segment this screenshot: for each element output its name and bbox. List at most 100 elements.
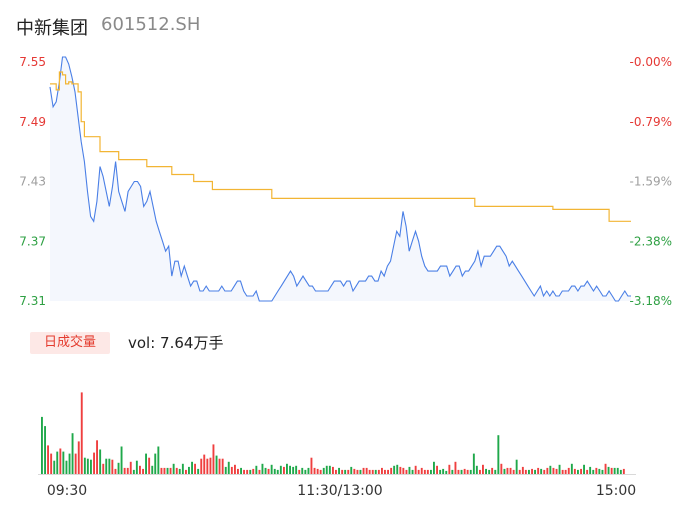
volume-bar [546, 467, 549, 474]
volume-bar [335, 469, 337, 474]
volume-bar [301, 467, 304, 474]
volume-bar [255, 465, 258, 474]
volume-bar [227, 461, 230, 474]
volume-bar [56, 451, 59, 474]
volume-bar [613, 467, 616, 474]
volume-bar [445, 470, 448, 474]
volume-bar [564, 469, 567, 474]
volume-bar [469, 469, 472, 474]
volume-bar [172, 463, 175, 474]
volume-bar [240, 467, 242, 474]
volume-bar [102, 463, 105, 474]
volume-bar [518, 469, 521, 474]
volume-bar [457, 469, 460, 474]
volume-bar [436, 465, 438, 474]
volume-bar [622, 468, 625, 474]
pct-tick-label: -3.18% [630, 294, 672, 308]
y-tick-label: 7.37 [19, 234, 46, 248]
volume-bar [221, 458, 224, 474]
pct-tick-label: -2.38% [630, 234, 672, 248]
volume-bar [595, 467, 598, 474]
volume-bar [292, 466, 295, 474]
volume-bar [365, 467, 368, 474]
volume-bar [230, 466, 233, 474]
volume-bar [264, 467, 267, 474]
volume-bar [166, 467, 169, 474]
volume-bar [181, 463, 184, 474]
volume-bar [362, 467, 365, 474]
volume-bar [246, 469, 249, 474]
volume-bar [549, 465, 552, 474]
y-tick-label: 7.55 [19, 55, 46, 69]
stock-code: 601512.SH [101, 14, 201, 35]
volume-bar [601, 469, 604, 474]
volume-bar [537, 467, 540, 474]
volume-bar [573, 468, 576, 474]
volume-bar [328, 465, 331, 474]
y-tick-label: 7.31 [19, 294, 46, 308]
volume-bar [80, 392, 83, 474]
volume-bar [249, 469, 252, 474]
volume-bar [463, 468, 466, 474]
volume-bar [154, 453, 157, 474]
volume-bar [237, 468, 239, 474]
volume-bar [267, 468, 270, 474]
volume-bar [178, 468, 181, 474]
y-tick-label: 7.43 [19, 175, 46, 189]
volume-bar [393, 465, 396, 474]
volume-bar [610, 467, 613, 474]
volume-bar [120, 446, 123, 474]
volume-bar [454, 461, 457, 474]
volume-bar [377, 469, 380, 474]
volume-bar [200, 458, 203, 474]
volume-bar [405, 469, 408, 474]
volume-bar [65, 460, 68, 474]
volume-bar [175, 467, 178, 474]
volume-bar [371, 469, 374, 474]
volume-bar [408, 466, 411, 474]
volume-bar [500, 463, 503, 474]
volume-bar [283, 466, 285, 474]
volume-bar [387, 469, 389, 474]
volume-bar [589, 466, 592, 474]
volume-bar [135, 460, 138, 474]
volume-bar [276, 469, 279, 474]
volume-bar [506, 467, 509, 474]
volume-bar [86, 458, 89, 474]
volume-bar [598, 468, 601, 474]
volume-bar [503, 468, 506, 474]
volume-bar [212, 444, 215, 474]
volume-bar [194, 463, 196, 474]
volume-bar [307, 467, 310, 474]
volume-bar [494, 469, 497, 474]
volume-bar [313, 467, 316, 474]
volume-bar [420, 467, 423, 474]
volume-bar [423, 469, 426, 474]
volume-bar [286, 463, 288, 474]
volume-bar [105, 458, 108, 474]
volume-bar [304, 469, 307, 474]
price-line [49, 56, 631, 302]
volume-bar [430, 469, 432, 474]
stock-name: 中新集团 [16, 18, 88, 39]
volume-bar [117, 462, 120, 474]
volume-bar [381, 467, 383, 474]
volume-bar [558, 464, 561, 474]
volume-bar [384, 469, 386, 474]
volume-bar [540, 468, 543, 474]
volume-bar [325, 465, 328, 474]
volume-bar [448, 464, 451, 474]
volume-bar [592, 469, 595, 474]
volume-bar [390, 467, 393, 474]
volume-bar [417, 469, 420, 474]
volume-bar [577, 469, 579, 474]
volume-bar [347, 469, 350, 474]
volume-bar [185, 469, 187, 474]
volume-bar [607, 466, 610, 474]
volume-bar [475, 465, 478, 474]
volume-bar [528, 469, 530, 474]
pct-tick-label: -0.79% [630, 115, 672, 129]
pct-tick-label: -1.59% [630, 175, 672, 189]
volume-bar [142, 468, 144, 474]
